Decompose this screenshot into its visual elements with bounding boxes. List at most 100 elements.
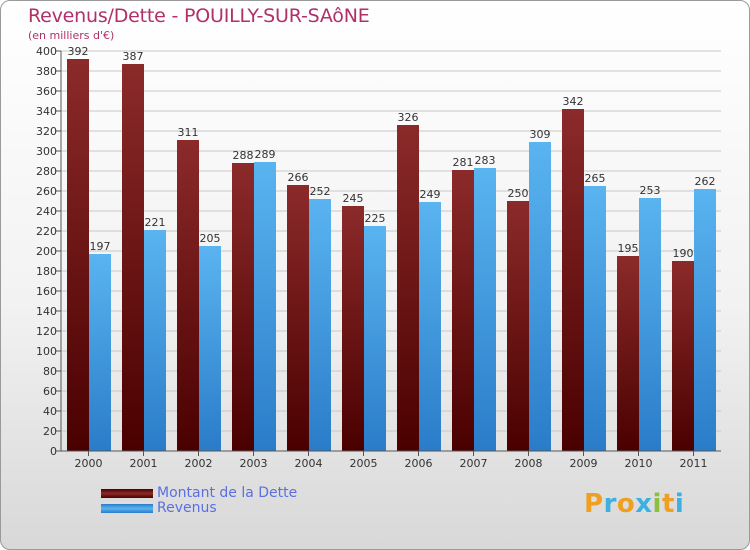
data-label: 253 bbox=[640, 184, 661, 197]
bars bbox=[67, 59, 716, 451]
bar-revenus bbox=[89, 254, 111, 451]
bar-revenus bbox=[419, 202, 441, 451]
legend-swatch-dette bbox=[101, 489, 153, 498]
y-tick-label: 20 bbox=[43, 425, 57, 438]
bar-dette bbox=[562, 109, 584, 451]
x-tick-label: 2003 bbox=[240, 457, 268, 470]
x-tick-label: 2000 bbox=[75, 457, 103, 470]
data-label: 387 bbox=[123, 50, 144, 63]
chart-title: Revenus/Dette - POUILLY-SUR-SAôNE bbox=[28, 5, 370, 27]
y-tick-label: 100 bbox=[36, 345, 57, 358]
data-label: 250 bbox=[508, 187, 529, 200]
legend-swatch-revenus bbox=[101, 504, 153, 513]
bar-revenus bbox=[309, 199, 331, 451]
bar-revenus bbox=[254, 162, 276, 451]
y-tick-label: 140 bbox=[36, 305, 57, 318]
bar-revenus bbox=[144, 230, 166, 451]
logo-letter: i bbox=[652, 489, 662, 519]
data-label: 265 bbox=[585, 172, 606, 185]
bar-dette bbox=[177, 140, 199, 451]
data-label: 283 bbox=[475, 154, 496, 167]
y-tick-label: 80 bbox=[43, 365, 57, 378]
data-label: 309 bbox=[530, 128, 551, 141]
data-label: 252 bbox=[310, 185, 331, 198]
data-label: 392 bbox=[68, 45, 89, 58]
y-tick-label: 260 bbox=[36, 185, 57, 198]
bar-dette bbox=[617, 256, 639, 451]
x-tick-label: 2009 bbox=[570, 457, 598, 470]
data-label: 221 bbox=[145, 216, 166, 229]
y-tick-label: 360 bbox=[36, 85, 57, 98]
bar-dette bbox=[232, 163, 254, 451]
logo-letter: x bbox=[635, 489, 653, 519]
data-label: 288 bbox=[233, 149, 254, 162]
x-tick-label: 2005 bbox=[350, 457, 378, 470]
bar-dette bbox=[452, 170, 474, 451]
logo-letter: P bbox=[584, 489, 604, 519]
logo-letter: o bbox=[616, 489, 636, 519]
bar-dette bbox=[67, 59, 89, 451]
bar-revenus bbox=[364, 226, 386, 451]
data-label: 342 bbox=[563, 95, 584, 108]
logo-letter: i bbox=[674, 489, 685, 519]
data-label: 311 bbox=[178, 126, 199, 139]
data-label: 190 bbox=[673, 247, 694, 260]
data-label: 225 bbox=[365, 212, 386, 225]
proxiti-logo: Proxiti bbox=[584, 489, 684, 519]
bar-revenus bbox=[639, 198, 661, 451]
data-label: 249 bbox=[420, 188, 441, 201]
x-tick-label: 2010 bbox=[625, 457, 653, 470]
bar-revenus bbox=[584, 186, 606, 451]
y-tick-label: 200 bbox=[36, 245, 57, 258]
legend-label-dette: Montant de la Dette bbox=[157, 485, 298, 501]
bar-dette bbox=[672, 261, 694, 451]
bar-revenus bbox=[199, 246, 221, 451]
logo-letter: r bbox=[603, 489, 617, 519]
y-tick-label: 120 bbox=[36, 325, 57, 338]
x-tick-label: 2002 bbox=[185, 457, 213, 470]
logo-letter: t bbox=[661, 489, 675, 519]
bar-dette bbox=[397, 125, 419, 451]
bar-revenus bbox=[694, 189, 716, 451]
y-tick-label: 280 bbox=[36, 165, 57, 178]
y-tick-label: 0 bbox=[50, 445, 57, 458]
data-label: 326 bbox=[398, 111, 419, 124]
data-label: 281 bbox=[453, 156, 474, 169]
grid-lines bbox=[61, 50, 721, 452]
y-tick-label: 300 bbox=[36, 145, 57, 158]
data-label: 266 bbox=[288, 171, 309, 184]
y-tick-label: 400 bbox=[36, 45, 57, 58]
y-tick-label: 60 bbox=[43, 385, 57, 398]
bar-dette bbox=[122, 64, 144, 451]
x-tick-label: 2006 bbox=[405, 457, 433, 470]
y-tick-label: 180 bbox=[36, 265, 57, 278]
data-label: 262 bbox=[695, 175, 716, 188]
data-label: 197 bbox=[90, 240, 111, 253]
bar-revenus bbox=[474, 168, 496, 451]
x-tick-label: 2007 bbox=[460, 457, 488, 470]
y-tick-label: 380 bbox=[36, 65, 57, 78]
x-tick-label: 2011 bbox=[680, 457, 708, 470]
x-tick-label: 2008 bbox=[515, 457, 543, 470]
x-tick-label: 2001 bbox=[130, 457, 158, 470]
chart-subtitle: (en milliers d'€) bbox=[28, 29, 115, 42]
bar-dette bbox=[342, 206, 364, 451]
y-tick-label: 220 bbox=[36, 225, 57, 238]
data-label: 205 bbox=[200, 232, 221, 245]
axes: 0 20 40 60 80 100 120 140 160 180 200 220 240 260 280 3… bbox=[36, 45, 721, 470]
y-tick-label: 340 bbox=[36, 105, 57, 118]
data-label: 195 bbox=[618, 242, 639, 255]
data-label: 289 bbox=[255, 148, 276, 161]
y-tick-label: 160 bbox=[36, 285, 57, 298]
y-tick-label: 320 bbox=[36, 125, 57, 138]
y-tick-label: 240 bbox=[36, 205, 57, 218]
bar-dette bbox=[507, 201, 529, 451]
data-label: 245 bbox=[343, 192, 364, 205]
y-tick-label: 40 bbox=[43, 405, 57, 418]
legend-label-revenus: Revenus bbox=[157, 500, 217, 516]
x-tick-label: 2004 bbox=[295, 457, 323, 470]
bar-dette bbox=[287, 185, 309, 451]
